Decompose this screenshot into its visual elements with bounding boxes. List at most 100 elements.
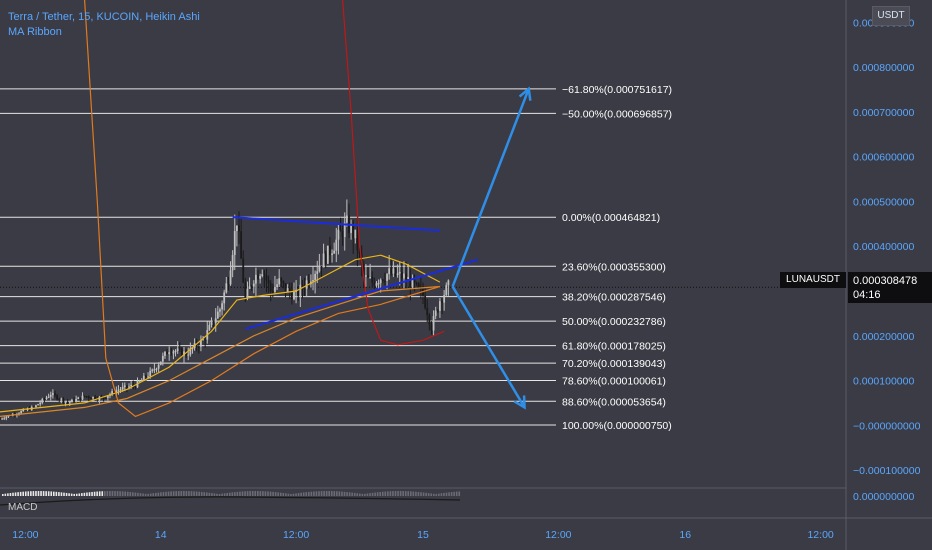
candle-body[interactable] — [132, 384, 135, 386]
candle-body[interactable] — [123, 385, 126, 388]
candle-body[interactable] — [293, 291, 295, 300]
candle-body[interactable] — [117, 389, 120, 391]
candle-body[interactable] — [276, 284, 278, 288]
candle-body[interactable] — [81, 395, 84, 400]
candle-body[interactable] — [204, 339, 207, 341]
candle-body[interactable] — [248, 286, 251, 289]
candle-body[interactable] — [415, 282, 418, 284]
candle-body[interactable] — [375, 283, 378, 286]
candle-body[interactable] — [75, 398, 78, 402]
candle-body[interactable] — [286, 288, 289, 292]
candle-body[interactable] — [45, 397, 48, 400]
candle-body[interactable] — [102, 397, 105, 399]
candle-body[interactable] — [424, 295, 427, 308]
candle-body[interactable] — [362, 264, 365, 277]
candle-body[interactable] — [77, 397, 80, 399]
candle-body[interactable] — [176, 348, 179, 351]
candle-body[interactable] — [235, 225, 238, 232]
candle-body[interactable] — [142, 375, 145, 380]
candle-body[interactable] — [180, 348, 183, 356]
candle-body[interactable] — [242, 258, 245, 283]
candle-body[interactable] — [56, 395, 59, 400]
candle-body[interactable] — [9, 415, 12, 417]
candle-body[interactable] — [191, 347, 194, 349]
candle-body[interactable] — [62, 398, 65, 403]
candle-body[interactable] — [178, 348, 181, 350]
candle-body[interactable] — [354, 229, 357, 239]
candle-body[interactable] — [83, 395, 86, 397]
candle-body[interactable] — [345, 215, 348, 223]
candle-body[interactable] — [290, 292, 293, 300]
price-axis-label[interactable]: 0.000100000 — [853, 376, 914, 388]
candle-body[interactable] — [398, 271, 401, 274]
candle-body[interactable] — [447, 280, 450, 286]
candle-body[interactable] — [159, 361, 162, 365]
candle-body[interactable] — [92, 396, 94, 399]
candle-body[interactable] — [390, 268, 393, 274]
candle-body[interactable] — [430, 324, 433, 331]
candle-body[interactable] — [210, 320, 213, 326]
candle-body[interactable] — [369, 277, 372, 279]
candle-body[interactable] — [316, 271, 319, 274]
candle-body[interactable] — [18, 413, 20, 415]
price-axis-label[interactable]: 0.000200000 — [853, 331, 914, 343]
candle-body[interactable] — [223, 292, 226, 304]
candle-body[interactable] — [35, 405, 37, 408]
candle-body[interactable] — [126, 385, 128, 388]
candle-body[interactable] — [265, 275, 268, 281]
candle-body[interactable] — [128, 386, 130, 388]
candle-body[interactable] — [240, 231, 243, 259]
candle-body[interactable] — [79, 397, 82, 400]
price-axis-label[interactable]: 0.000600000 — [853, 152, 914, 164]
candle-body[interactable] — [445, 285, 448, 296]
candle-body[interactable] — [303, 288, 306, 290]
candle-body[interactable] — [400, 271, 403, 279]
candle-body[interactable] — [149, 370, 152, 377]
macd-label[interactable]: MACD — [8, 502, 38, 513]
candle-body[interactable] — [111, 391, 113, 395]
candle-body[interactable] — [24, 409, 27, 411]
candle-body[interactable] — [172, 351, 175, 354]
time-axis-label[interactable]: 16 — [679, 529, 691, 541]
candle-body[interactable] — [145, 375, 147, 378]
candle-body[interactable] — [443, 295, 446, 303]
candle-body[interactable] — [225, 283, 228, 293]
candle-body[interactable] — [200, 339, 202, 347]
candle-body[interactable] — [90, 397, 92, 399]
candle-body[interactable] — [216, 311, 219, 319]
candle-body[interactable] — [335, 239, 338, 251]
macd-axis-label[interactable]: 0.000000000 — [853, 491, 914, 503]
candle-body[interactable] — [166, 351, 168, 355]
candle-body[interactable] — [305, 280, 308, 289]
candle-body[interactable] — [66, 402, 69, 404]
candle-body[interactable] — [388, 268, 391, 275]
candle-body[interactable] — [119, 389, 122, 391]
candle-body[interactable] — [161, 355, 164, 362]
candle-body[interactable] — [246, 288, 249, 299]
candle-body[interactable] — [229, 270, 232, 285]
candle-body[interactable] — [147, 376, 149, 378]
candle-body[interactable] — [343, 222, 346, 237]
time-axis-label[interactable]: 12:00 — [545, 529, 571, 541]
candle-body[interactable] — [22, 409, 25, 412]
candle-body[interactable] — [434, 310, 437, 317]
candle-body[interactable] — [5, 416, 8, 419]
price-axis-label[interactable]: 0.000500000 — [853, 196, 914, 208]
candle-body[interactable] — [197, 346, 200, 348]
candle-body[interactable] — [39, 402, 42, 405]
candle-body[interactable] — [379, 279, 382, 284]
candle-body[interactable] — [326, 245, 329, 264]
candle-body[interactable] — [299, 284, 302, 297]
time-axis-label[interactable]: 12:00 — [12, 529, 38, 541]
candle-body[interactable] — [96, 399, 99, 401]
candle-body[interactable] — [329, 245, 331, 256]
candle-body[interactable] — [244, 282, 247, 299]
candle-body[interactable] — [411, 277, 414, 288]
candle-body[interactable] — [356, 229, 359, 251]
candle-body[interactable] — [231, 255, 234, 271]
candle-body[interactable] — [73, 399, 75, 402]
candle-body[interactable] — [350, 225, 352, 233]
candle-body[interactable] — [233, 231, 236, 256]
candle-body[interactable] — [41, 398, 44, 403]
